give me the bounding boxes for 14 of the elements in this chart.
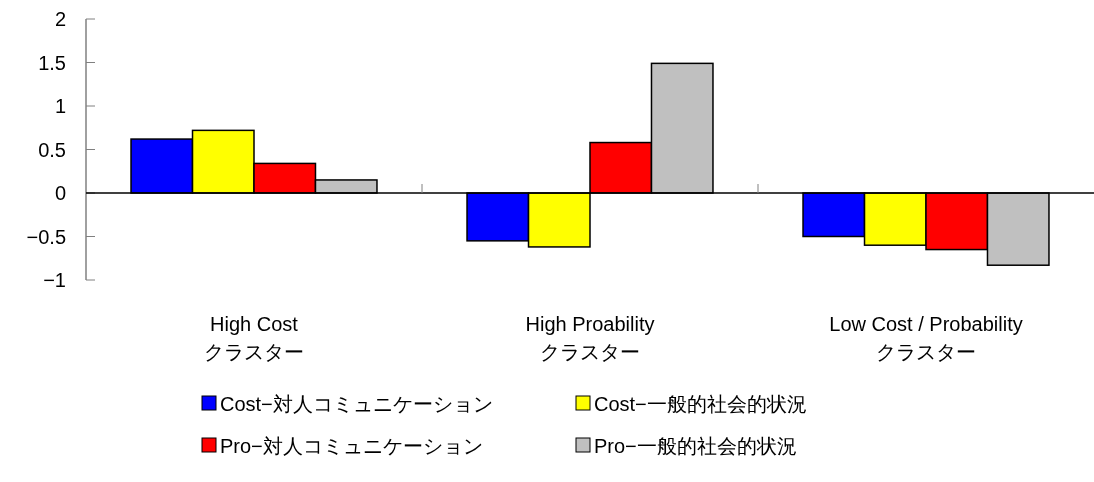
y-tick-label: 2 [54, 8, 66, 30]
y-tick-label: −1 [43, 269, 66, 291]
x-tick-label: High Proability クラスター [525, 313, 655, 363]
x-tick-label: Low Cost / Probability クラスター [829, 313, 1023, 363]
y-tick-label: 0.5 [38, 138, 66, 161]
legend-label: Pro−一般的社会的状況 [594, 435, 797, 457]
y-tick-label: 1 [54, 95, 66, 117]
y-tick-label: 0 [54, 182, 66, 204]
legend-label: Cost−一般的社会的状況 [594, 393, 807, 415]
x-tick-label: High Cost クラスター [204, 313, 304, 363]
y-tick-label: 1.5 [38, 51, 66, 74]
y-tick-label: −0.5 [26, 225, 66, 248]
legend-label: Pro−対人コミュニケーション [220, 435, 483, 457]
legend-label: Cost−対人コミュニケーション [220, 393, 493, 415]
